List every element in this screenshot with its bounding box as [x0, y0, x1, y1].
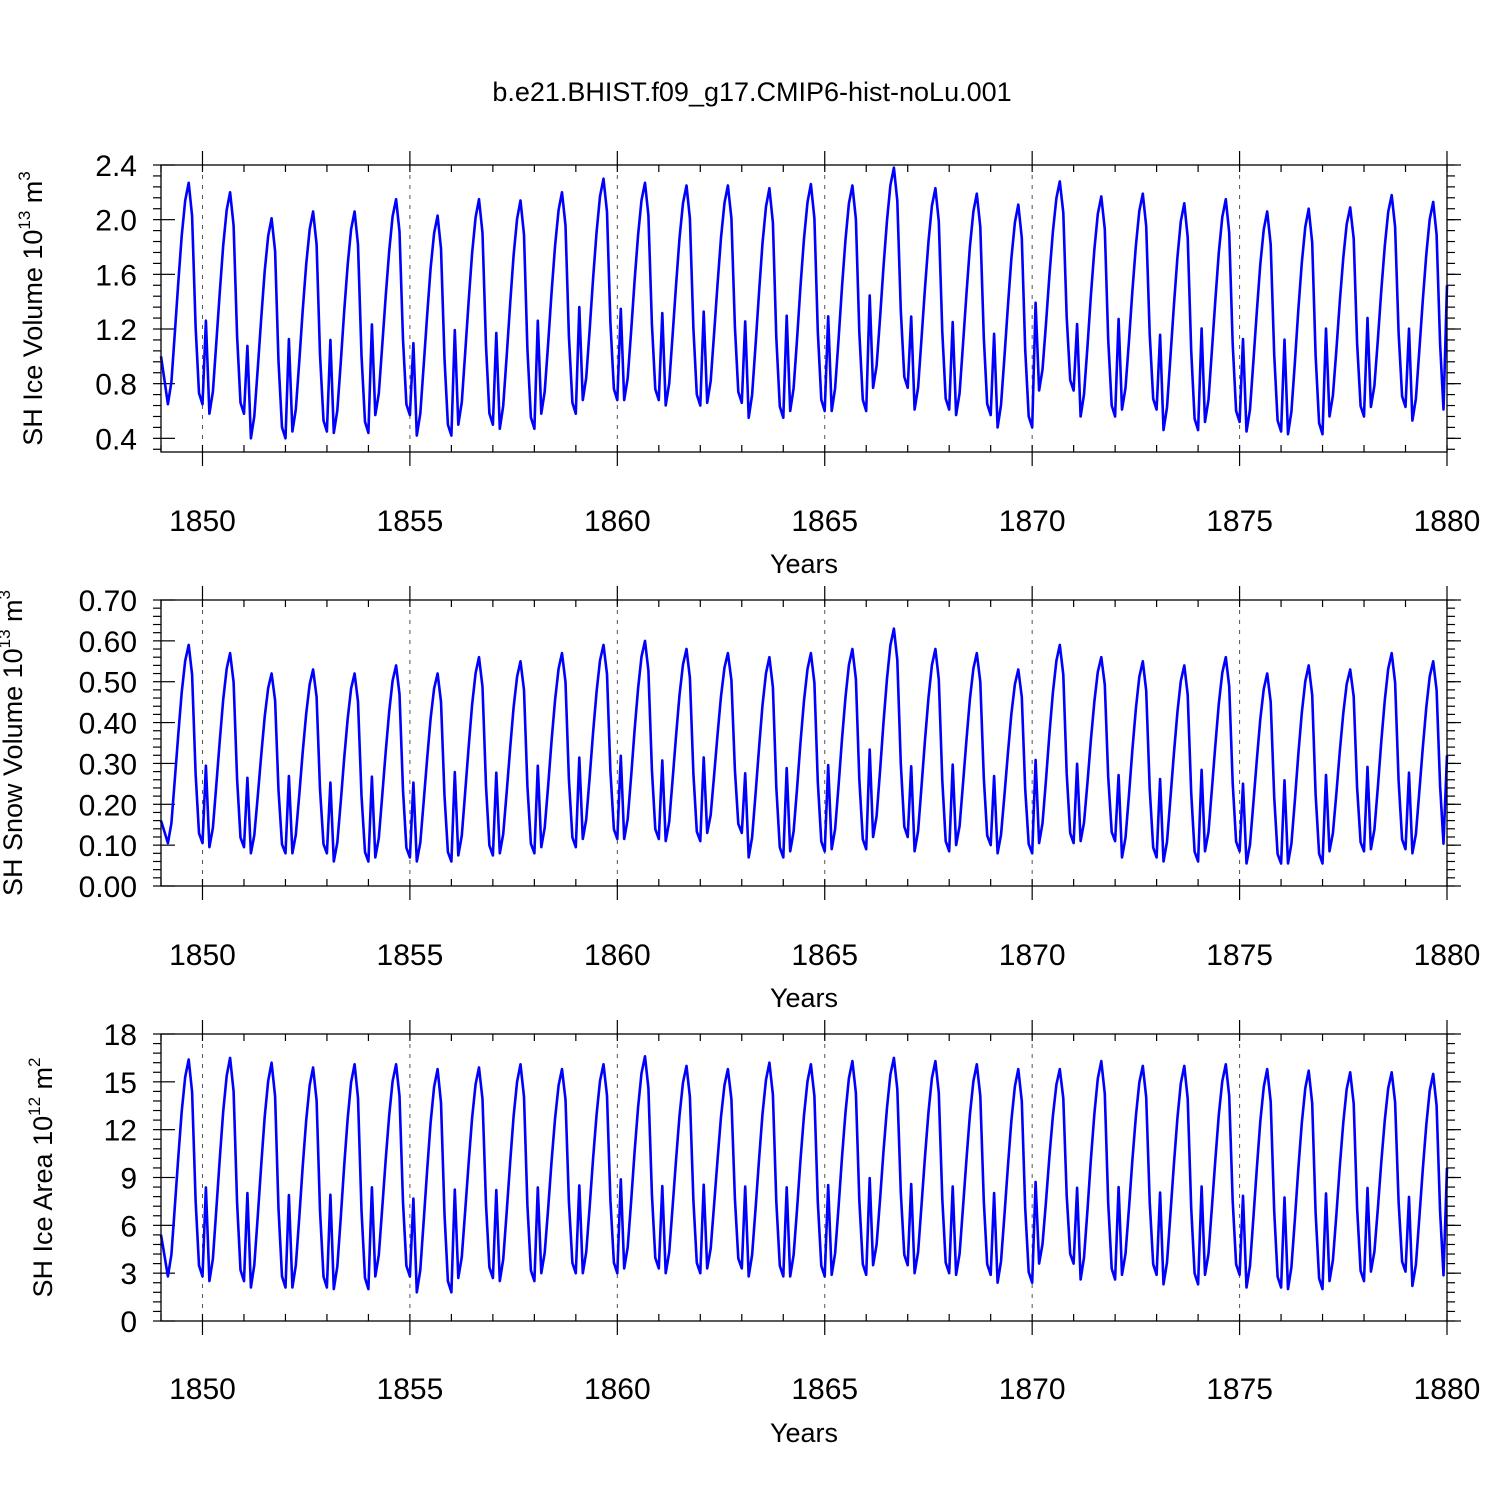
x-tick-label-1855: 1855	[377, 1373, 444, 1406]
y-tick-label-1.2: 1.2	[95, 314, 137, 347]
panel-3: 1850 1855 1860 1865 1870 1875 1880 0 3 6 9 12 15 18 Ye…	[25, 1019, 1480, 1448]
y-tick-label-18: 18	[104, 1019, 137, 1052]
y-tick-label-3: 3	[120, 1258, 137, 1291]
x-tick-label-1850: 1850	[169, 939, 236, 972]
x-axis-title: Years	[770, 1418, 838, 1448]
x-tick-label-1880: 1880	[1414, 505, 1481, 538]
y-axis-title-ylabel-unit-exp: 3	[0, 590, 14, 599]
x-tick-label-1880: 1880	[1414, 1373, 1481, 1406]
y-tick-label-2.4: 2.4	[95, 150, 137, 183]
x-tick-label-1865: 1865	[791, 1373, 858, 1406]
x-tick-label-1860: 1860	[584, 1373, 651, 1406]
y-axis-title-ylabel-main: SH Ice Area 10	[28, 1116, 58, 1298]
chart-title: b.e21.BHIST.f09_g17.CMIP6-hist-noLu.001	[492, 77, 1011, 107]
plot-frame	[160, 599, 1448, 887]
y-tick-label-0.50: 0.50	[79, 667, 137, 700]
plot-frame	[160, 1033, 1448, 1322]
y-axis-title-ylabel-unit-exp: 3	[15, 171, 34, 180]
y-tick-label-0.40: 0.40	[79, 708, 137, 741]
y-axis-title-ylabel-exp: 13	[0, 629, 14, 648]
x-tick-label-1870: 1870	[999, 939, 1066, 972]
x-tick-label-1875: 1875	[1206, 505, 1273, 538]
y-tick-label-9: 9	[120, 1163, 137, 1196]
x-tick-label-1850: 1850	[169, 505, 236, 538]
x-tick-label-1880: 1880	[1414, 939, 1481, 972]
x-tick-label-1855: 1855	[377, 939, 444, 972]
x-tick-label-1860: 1860	[584, 505, 651, 538]
y-axis-title-ylabel-unit-exp: 2	[25, 1058, 44, 1067]
y-tick-label-0.10: 0.10	[79, 830, 137, 863]
x-tick-label-1870: 1870	[999, 505, 1066, 538]
y-axis-title-ylabel-exp: 13	[15, 211, 34, 230]
y-tick-label-0.30: 0.30	[79, 748, 137, 781]
y-axis-title: SH Ice Volume 1013 m3	[15, 171, 48, 446]
x-tick-label-1865: 1865	[791, 939, 858, 972]
y-tick-label-2.0: 2.0	[95, 205, 137, 238]
y-tick-label-0.60: 0.60	[79, 626, 137, 659]
x-tick-label-1875: 1875	[1206, 939, 1273, 972]
y-tick-label-0.4: 0.4	[95, 423, 137, 456]
panels: 1850 1855 1860 1865 1870 1875 18800.40.81.21.6…	[0, 150, 1480, 1448]
series-line	[159, 627, 1449, 865]
y-axis-title-ylabel-exp: 12	[25, 1097, 44, 1116]
x-tick-label-1870: 1870	[999, 1373, 1066, 1406]
series-line	[159, 1055, 1449, 1294]
y-tick-label-15: 15	[104, 1067, 137, 1100]
x-tick-label-1860: 1860	[584, 939, 651, 972]
panel-2: 1850 1855 1860 1865 1870 1875 1880 0.00 0.10 0.20…	[0, 585, 1480, 1013]
y-axis-title-ylabel-unit: m	[18, 181, 48, 211]
y-axis-title-ylabel-main: SH Snow Volume 10	[0, 648, 28, 896]
x-tick-label-1865: 1865	[791, 505, 858, 538]
y-axis-title-ylabel-main: SH Ice Volume 10	[18, 230, 48, 446]
y-tick-label-0.8: 0.8	[95, 369, 137, 402]
x-tick-label-1855: 1855	[377, 505, 444, 538]
y-axis-title-ylabel-unit: m	[28, 1067, 58, 1097]
y-axis-title-ylabel-unit: m	[0, 599, 28, 629]
x-axis-title: Years	[770, 983, 838, 1013]
panel-1: 1850 1855 1860 1865 1870 1875 1880 0.4 0.8 1.2 1.6…	[15, 150, 1480, 579]
x-tick-label-1850: 1850	[169, 1373, 236, 1406]
x-axis-title: Years	[770, 549, 838, 579]
plot-frame	[160, 164, 1448, 453]
series-line	[159, 166, 1449, 440]
y-tick-label-0.00: 0.00	[79, 871, 137, 904]
y-tick-label-0: 0	[120, 1306, 137, 1339]
y-tick-label-0.70: 0.70	[79, 585, 137, 618]
y-tick-label-0.20: 0.20	[79, 789, 137, 822]
y-tick-label-1.6: 1.6	[95, 259, 137, 292]
y-axis-title: SH Ice Area 1012 m2	[25, 1058, 58, 1298]
y-tick-label-12: 12	[104, 1115, 137, 1148]
y-tick-label-6: 6	[120, 1210, 137, 1243]
y-axis-title: SH Snow Volume 1013 m3	[0, 590, 28, 896]
x-tick-label-1875: 1875	[1206, 1373, 1273, 1406]
